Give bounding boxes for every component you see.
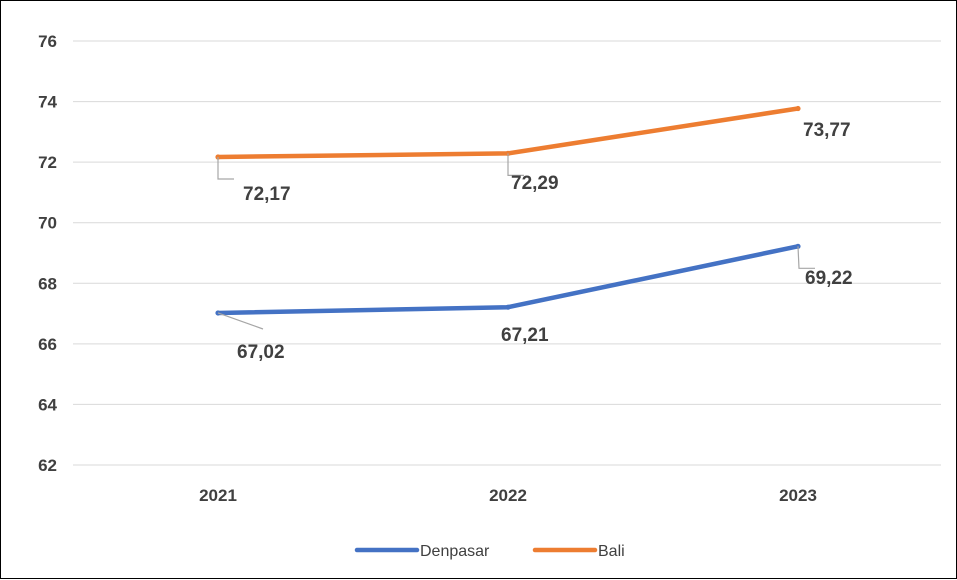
data-label-denpasar-2022: 67,21 (501, 325, 549, 346)
data-label-bali-2023: 73,77 (803, 120, 851, 141)
y-tick-label-62: 62 (38, 456, 57, 475)
leader-line-bali-2022 (507, 153, 524, 176)
data-point-bali-2023 (795, 105, 801, 112)
series-line-bali (215, 106, 801, 160)
data-point-bali-2022 (505, 150, 511, 156)
y-tick-label-64: 64 (38, 395, 57, 414)
y-tick-label-76: 76 (38, 32, 57, 51)
data-label-denpasar-2021: 67,02 (237, 342, 285, 363)
legend-label-bali: Bali (598, 543, 625, 560)
leader-line-denpasar-2023 (797, 246, 815, 269)
y-tick-label-66: 66 (38, 335, 57, 354)
leader-line-denpasar-2021 (217, 312, 264, 330)
y-tick-label-72: 72 (38, 153, 57, 172)
y-tick-label-74: 74 (38, 93, 57, 112)
leader-line-bali-2021 (217, 156, 234, 180)
data-label-bali-2022: 72,29 (511, 173, 559, 194)
series-line-denpasar (215, 244, 801, 316)
data-label-denpasar-2023: 69,22 (805, 268, 853, 289)
y-tick-label-68: 68 (38, 274, 57, 293)
data-point-denpasar-2022 (505, 304, 511, 310)
legend-label-denpasar: Denpasar (420, 543, 490, 560)
x-tick-label-2021: 2021 (199, 486, 237, 505)
data-label-bali-2021: 72,17 (243, 184, 291, 205)
x-tick-label-2022: 2022 (489, 486, 527, 505)
y-tick-label-70: 70 (38, 214, 57, 233)
x-tick-label-2023: 2023 (779, 486, 817, 505)
data-point-denpasar-2023 (795, 243, 801, 249)
